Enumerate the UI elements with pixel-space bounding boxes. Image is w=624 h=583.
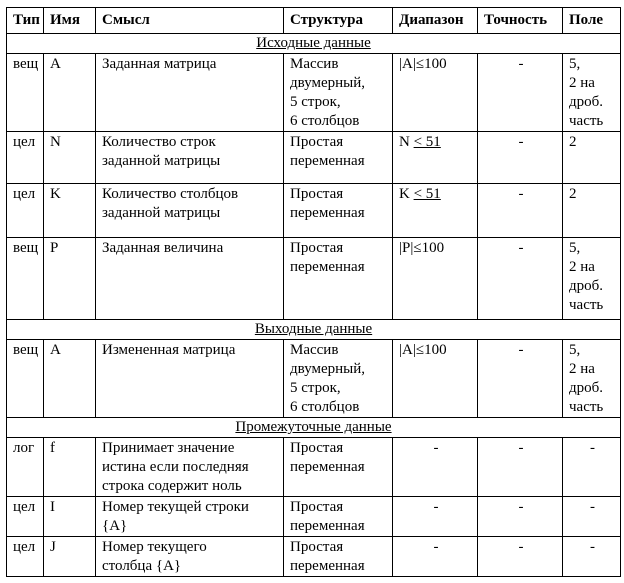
col-header-type: Тип — [6, 7, 44, 34]
cell-name: A — [43, 53, 96, 132]
cell-meaning: Номер текущего столбца {A} — [95, 536, 284, 577]
cell-meaning: Принимает значение истина если последняя… — [95, 437, 284, 497]
table-row: цел K Количество столбцов заданной матри… — [6, 183, 621, 238]
cell-precision: - — [477, 496, 563, 537]
cell-range: N < 51 — [392, 131, 478, 184]
cell-structure: Простая переменная — [283, 437, 393, 497]
table-row: вещ P Заданная величина Простая переменн… — [6, 237, 621, 320]
section-row-input-data: Исходные данные — [6, 33, 621, 54]
cell-precision: - — [477, 437, 563, 497]
cell-name: A — [43, 339, 96, 418]
cell-precision: - — [477, 183, 563, 238]
variables-table: Тип Имя Смысл Структура Диапазон Точност… — [6, 7, 621, 577]
cell-meaning: Количество строк заданной матрицы — [95, 131, 284, 184]
cell-name: J — [43, 536, 96, 577]
cell-type: вещ — [6, 237, 44, 320]
cell-field: - — [562, 496, 621, 537]
cell-meaning: Номер текущей строки {A} — [95, 496, 284, 537]
table-row: лог f Принимает значение истина если пос… — [6, 437, 621, 497]
section-row-intermediate-data: Промежуточные данные — [6, 417, 621, 438]
cell-precision: - — [477, 53, 563, 132]
cell-range: |A|≤100 — [392, 339, 478, 418]
col-header-field: Поле — [562, 7, 621, 34]
cell-precision: - — [477, 536, 563, 577]
cell-name: N — [43, 131, 96, 184]
cell-structure: Простая переменная — [283, 183, 393, 238]
cell-precision: - — [477, 339, 563, 418]
cell-range: |P|≤100 — [392, 237, 478, 320]
cell-range: |A|≤100 — [392, 53, 478, 132]
cell-type: цел — [6, 496, 44, 537]
cell-field: 2 — [562, 183, 621, 238]
cell-range: - — [392, 496, 478, 537]
cell-field: - — [562, 437, 621, 497]
table-row: цел J Номер текущего столбца {A} Простая… — [6, 536, 621, 577]
cell-range: K < 51 — [392, 183, 478, 238]
section-title: Исходные данные — [6, 33, 621, 54]
cell-field: - — [562, 536, 621, 577]
col-header-structure: Структура — [283, 7, 393, 34]
cell-range: - — [392, 536, 478, 577]
cell-meaning: Заданная матрица — [95, 53, 284, 132]
cell-structure: Простая переменная — [283, 237, 393, 320]
table-header-row: Тип Имя Смысл Структура Диапазон Точност… — [6, 7, 621, 34]
cell-field: 5, 2 на дроб. часть — [562, 53, 621, 132]
cell-structure: Массив двумерный, 5 строк, 6 столбцов — [283, 53, 393, 132]
cell-type: цел — [6, 536, 44, 577]
cell-type: цел — [6, 131, 44, 184]
cell-field: 5, 2 на дроб. часть — [562, 339, 621, 418]
col-header-meaning: Смысл — [95, 7, 284, 34]
cell-type: цел — [6, 183, 44, 238]
table-row: цел N Количество строк заданной матрицы … — [6, 131, 621, 184]
cell-field: 5, 2 на дроб. часть — [562, 237, 621, 320]
table-row: цел I Номер текущей строки {A} Простая п… — [6, 496, 621, 537]
cell-meaning: Количество столбцов заданной матрицы — [95, 183, 284, 238]
section-row-output-data: Выходные данные — [6, 319, 621, 340]
table-row: вещ A Заданная матрица Массив двумерный,… — [6, 53, 621, 132]
col-header-precision: Точность — [477, 7, 563, 34]
cell-type: вещ — [6, 53, 44, 132]
cell-name: I — [43, 496, 96, 537]
cell-structure: Простая переменная — [283, 496, 393, 537]
col-header-name: Имя — [43, 7, 96, 34]
cell-structure: Простая переменная — [283, 131, 393, 184]
cell-meaning: Заданная величина — [95, 237, 284, 320]
col-header-range: Диапазон — [392, 7, 478, 34]
cell-name: f — [43, 437, 96, 497]
cell-type: вещ — [6, 339, 44, 418]
cell-name: P — [43, 237, 96, 320]
cell-structure: Простая переменная — [283, 536, 393, 577]
cell-structure: Массив двумерный, 5 строк, 6 столбцов — [283, 339, 393, 418]
cell-range: - — [392, 437, 478, 497]
cell-type: лог — [6, 437, 44, 497]
section-title: Промежуточные данные — [6, 417, 621, 438]
cell-precision: - — [477, 237, 563, 320]
table-row: вещ A Измененная матрица Массив двумерны… — [6, 339, 621, 418]
cell-precision: - — [477, 131, 563, 184]
cell-meaning: Измененная матрица — [95, 339, 284, 418]
section-title: Выходные данные — [6, 319, 621, 340]
cell-field: 2 — [562, 131, 621, 184]
cell-name: K — [43, 183, 96, 238]
